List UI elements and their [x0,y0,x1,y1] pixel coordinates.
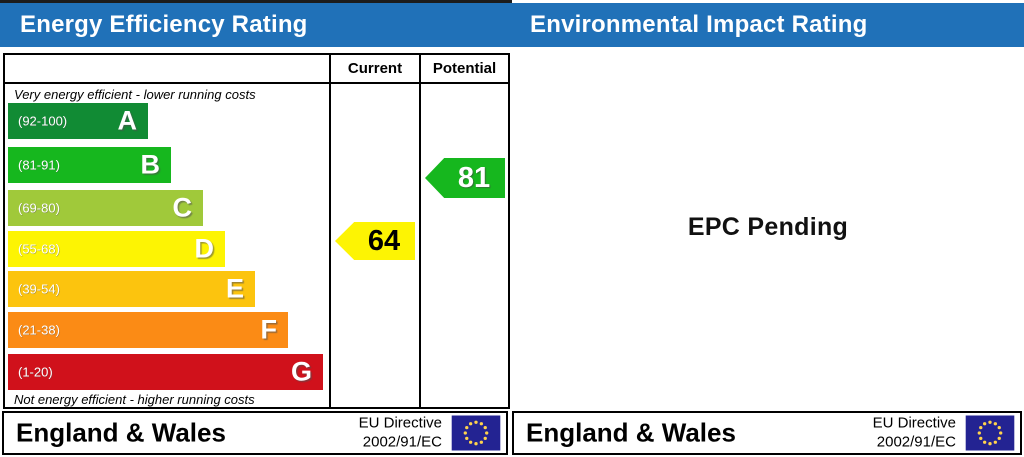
band-e-letter: E [225,273,244,304]
epc-pending-text: EPC Pending [687,213,849,241]
current-rating-value: 64 [367,224,401,257]
energy-efficiency-chart: Current Potential Very energy efficient … [3,53,510,409]
top-edge-line [0,0,512,3]
eu-directive-label: EU Directive 2002/91/EC [873,414,956,452]
eu-directive-line1: EU Directive [872,414,956,432]
band-b-range: (81-91) [18,157,60,173]
band-d-letter: D [194,233,215,264]
potential-rating-value: 81 [457,161,491,194]
potential-rating-arrow: 81 [425,158,505,198]
band-e-range: (39-54) [18,281,60,297]
bottom-note: Not energy efficient - higher running co… [14,392,255,407]
band-d-range: (55-68) [18,241,60,257]
eu-flag-icon [965,415,1015,451]
band-b: (81-91) B [8,147,171,183]
band-g-range: (1-20) [18,364,53,380]
band-c-range: (69-80) [18,200,60,216]
potential-column-divider [419,55,421,407]
band-f: (21-38) F [8,312,288,348]
left-footer: England & Wales EU Directive 2002/91/EC [2,411,508,455]
energy-efficiency-title: Energy Efficiency Rating [20,11,308,38]
region-label: England & Wales [526,417,736,448]
current-column-divider [329,55,331,407]
top-note: Very energy efficient - lower running co… [14,87,256,102]
current-rating-arrow: 64 [335,222,415,260]
band-c: (69-80) C [8,190,203,226]
band-c-letter: C [172,192,193,223]
eu-directive-line2: 2002/91/EC [362,433,442,450]
potential-column-header: Potential [432,60,497,77]
band-a-range: (92-100) [18,113,68,129]
eu-directive-label: EU Directive 2002/91/EC [359,414,442,452]
band-f-range: (21-38) [18,322,60,338]
band-a: (92-100) A [8,103,148,139]
band-b-letter: B [140,149,161,180]
band-g: (1-20) G [8,354,323,390]
band-e: (39-54) E [8,271,255,307]
band-f-letter: F [260,314,278,345]
environmental-impact-panel: EPC Pending [512,47,1024,409]
band-a-letter: A [117,105,138,136]
header-bar: Energy Efficiency Rating Environmental I… [0,3,1024,47]
band-d: (55-68) D [8,231,225,267]
right-footer: England & Wales EU Directive 2002/91/EC [512,411,1022,455]
region-label: England & Wales [16,417,226,448]
environmental-impact-title: Environmental Impact Rating [530,11,868,38]
eu-directive-line2: 2002/91/EC [876,433,956,450]
current-column-header: Current [347,60,403,77]
eu-flag-icon [451,415,501,451]
table-header-divider [5,82,508,84]
eu-directive-line1: EU Directive [358,414,442,432]
band-g-letter: G [290,356,312,387]
